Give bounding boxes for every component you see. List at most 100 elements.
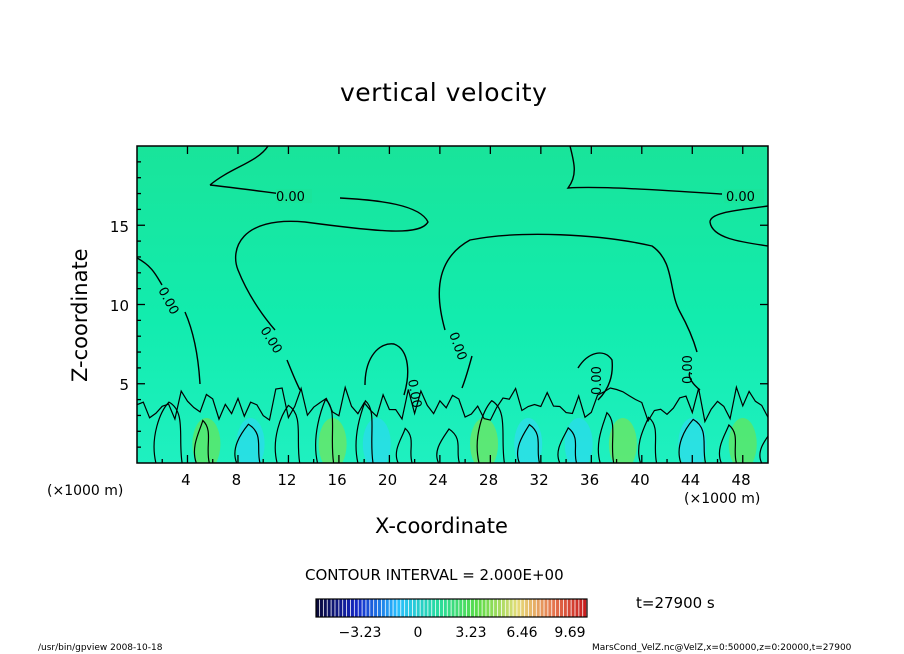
- colorbar-cell: [381, 599, 385, 617]
- cell-contour: [516, 423, 541, 463]
- colorbar-cell: [466, 599, 471, 617]
- x-axis-label: X-coordinate: [375, 514, 508, 538]
- colorbar-cell: [567, 599, 571, 617]
- cell-contour: [315, 398, 335, 463]
- colorbar-cell: [583, 599, 587, 617]
- colorbar-cell: [490, 599, 494, 617]
- cell-contour: [678, 418, 707, 463]
- colorbar-cell: [563, 599, 567, 617]
- colorbar-cell: [397, 599, 401, 617]
- colorbar-cell: [420, 599, 424, 617]
- colorbar-cell: [470, 599, 474, 617]
- colorbar-cell: [316, 599, 320, 617]
- x-tick-label: 12: [277, 471, 296, 489]
- colorbar-cell: [501, 599, 505, 617]
- colorbar-cell: [346, 599, 351, 617]
- colorbar-tick-label: 0: [414, 625, 423, 641]
- x-unit-label-left: (×1000 m): [47, 483, 124, 499]
- cell-contour: [234, 423, 261, 463]
- axis-ticks: [137, 146, 768, 463]
- field-blob: [362, 417, 391, 463]
- colorbar-labels: −3.23 0 3.23 6.46 9.69: [339, 625, 586, 641]
- x-tick-label: 40: [631, 471, 650, 489]
- x-tick-label: 32: [530, 471, 549, 489]
- contour-label: 0.00: [726, 190, 755, 205]
- contour-line: [566, 146, 723, 195]
- contour-line: [461, 355, 473, 389]
- colorbar-cell: [521, 599, 525, 617]
- contour-line: [709, 205, 768, 247]
- colorbar-cell: [559, 599, 563, 617]
- footer-left-text: /usr/bin/gpview 2008-10-18: [38, 643, 163, 653]
- colorbar-cell: [513, 599, 517, 617]
- field-blob: [608, 417, 637, 463]
- colorbar-cell: [459, 599, 463, 617]
- colorbar-cell: [455, 599, 459, 617]
- colorbar-cell: [416, 599, 420, 617]
- colorbar-cell: [571, 599, 575, 617]
- y-axis: 5 10 15: [110, 218, 129, 394]
- cell-contour: [476, 399, 505, 463]
- cell-contour: [153, 401, 183, 463]
- colorbar-cell: [544, 599, 548, 617]
- colorbar-cell: [463, 599, 467, 617]
- colorbar-cell: [323, 599, 327, 617]
- colorbar-cell: [474, 599, 478, 617]
- colorbar-cell: [335, 599, 339, 617]
- contour-line: [438, 233, 698, 353]
- colorbar-cell: [548, 599, 552, 617]
- colorbar-cell: [319, 599, 323, 617]
- colorbar-cell: [525, 599, 529, 617]
- x-axis: 4 8 12 16 20 24 28 32 36 40 44 48: [181, 471, 751, 489]
- contour-line: [137, 257, 163, 286]
- cell-contour: [638, 416, 658, 463]
- colorbar-cell: [497, 599, 502, 617]
- contour-label-bg: [724, 189, 764, 203]
- time-label: t=27900 s: [636, 594, 715, 612]
- x-tick-label: 20: [378, 471, 397, 489]
- colorbar-cell: [389, 599, 393, 617]
- colorbar-cell: [377, 599, 382, 617]
- x-tick-label: 4: [181, 471, 191, 489]
- field-blob: [564, 417, 593, 463]
- contour-interval-text: CONTOUR INTERVAL = 2.000E+00: [305, 566, 564, 584]
- colorbar-cell: [517, 599, 521, 617]
- colorbar: [316, 599, 587, 617]
- colorbar-cell: [536, 599, 540, 617]
- cell-contour: [718, 424, 737, 463]
- y-tick-label: 10: [110, 297, 129, 315]
- field-blob: [470, 417, 499, 463]
- colorbar-cell: [358, 599, 362, 617]
- x-tick-label: 8: [232, 471, 242, 489]
- contour-line: [209, 146, 269, 186]
- cell-contour: [557, 426, 578, 463]
- cell-contour: [597, 411, 615, 463]
- colorbar-cell: [556, 599, 560, 617]
- field-blob: [678, 417, 707, 463]
- cell-contour: [355, 399, 374, 463]
- colorbar-cell: [436, 599, 440, 617]
- colorbar-cell: [482, 599, 486, 617]
- colorbar-cell: [552, 599, 556, 617]
- colorbar-cell: [343, 599, 347, 617]
- colorbar-cell: [428, 599, 432, 617]
- cell-contour: [193, 419, 210, 463]
- colorbar-cell: [366, 599, 370, 617]
- y-tick-label: 15: [110, 218, 129, 236]
- field-blob: [514, 417, 543, 463]
- colorbar-cell: [339, 599, 343, 617]
- contour-label: 0.00: [276, 190, 305, 205]
- colorbar-cell: [354, 599, 358, 617]
- colorbar-cell: [443, 599, 447, 617]
- contour-line: [184, 311, 201, 385]
- colorbar-cell: [424, 599, 428, 617]
- colorbar-tick-label: −3.23: [339, 625, 382, 641]
- colorbar-cell: [451, 599, 455, 617]
- x-tick-label: 24: [429, 471, 448, 489]
- cell-contour: [274, 404, 301, 463]
- contour-label: 0.00: [590, 366, 605, 395]
- x-tick-label: 44: [681, 471, 700, 489]
- chart-title: vertical velocity: [340, 78, 548, 107]
- colorbar-cell: [579, 599, 583, 617]
